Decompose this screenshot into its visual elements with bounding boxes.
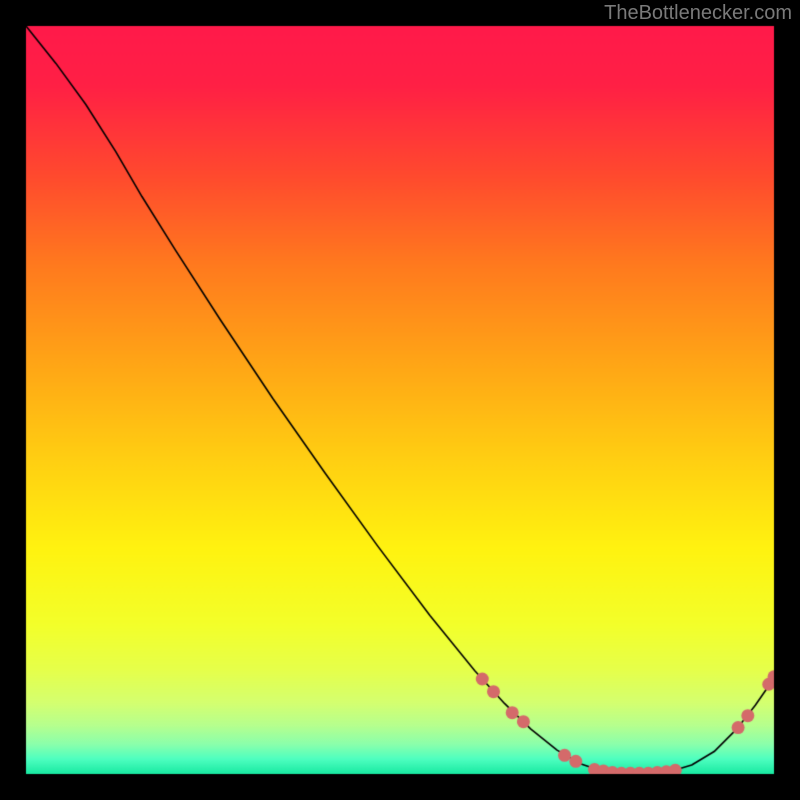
- chart-stage: TheBottlenecker.com: [0, 0, 800, 800]
- chart-canvas: [0, 0, 800, 800]
